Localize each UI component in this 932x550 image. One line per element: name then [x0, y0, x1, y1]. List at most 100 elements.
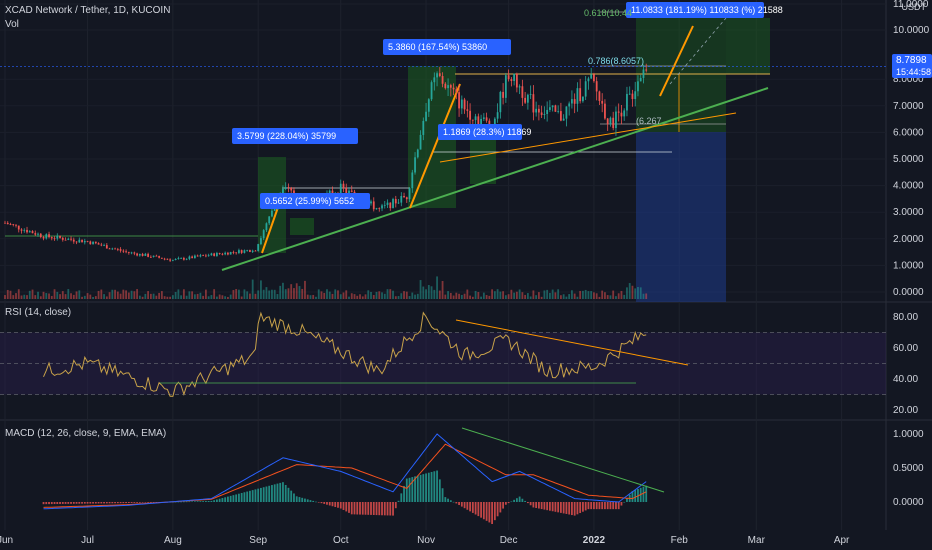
volume-bar: [75, 291, 78, 299]
candle-body: [138, 253, 141, 256]
volume-bar: [400, 293, 403, 299]
macd-histogram-bar: [301, 497, 304, 502]
macd-histogram-bar: [612, 502, 615, 510]
volume-bar: [438, 290, 441, 299]
candle-body: [612, 117, 615, 129]
candle-body: [620, 112, 623, 117]
macd-pane[interactable]: 0.0000 0.5000 1.0000: [42, 427, 924, 525]
volume-bar: [17, 289, 20, 299]
macd-histogram-bar: [216, 499, 218, 502]
candle-body: [507, 75, 510, 80]
macd-histogram-bar: [72, 502, 75, 504]
volume-bar: [485, 295, 488, 299]
macd-histogram-bar: [436, 470, 438, 502]
candle-body: [133, 252, 136, 254]
macd-histogram-bar: [334, 502, 337, 507]
candle-body: [521, 86, 524, 98]
candle-body: [268, 216, 271, 224]
volume-bar: [83, 295, 86, 299]
candle-body: [560, 111, 562, 121]
candle-body: [257, 244, 260, 252]
volume-bar: [59, 294, 61, 299]
candle-body: [130, 252, 133, 254]
candle-body: [482, 117, 485, 119]
volume-bar: [207, 296, 210, 299]
volume-bar: [617, 293, 620, 299]
candle-body: [260, 238, 262, 245]
volume-bar: [353, 294, 356, 299]
macd-histogram-bar: [386, 502, 389, 516]
candle-body: [196, 255, 199, 257]
candle-body: [249, 250, 251, 252]
volume-bar: [441, 280, 444, 299]
volume-bar: [537, 292, 540, 299]
candle-body: [64, 239, 67, 241]
candle-body: [23, 229, 26, 231]
last-price-badge: 8.7898 15:44:58: [892, 54, 932, 78]
volume-bar: [411, 292, 414, 299]
candle-body: [609, 117, 612, 125]
price-tick-label: 10.0000: [893, 25, 930, 36]
candle-body: [460, 99, 463, 109]
macd-histogram-bar: [403, 485, 405, 502]
candle-body: [282, 188, 284, 195]
volume-bar: [496, 289, 499, 299]
candle-body: [42, 237, 45, 239]
candle-body: [56, 235, 59, 239]
macd-histogram-bar: [642, 486, 645, 502]
candle-body: [339, 183, 342, 195]
price-tick-label: 2.0000: [893, 234, 924, 245]
volume-bar: [394, 296, 397, 299]
price-candles[interactable]: [4, 63, 648, 263]
volume-bar: [568, 294, 571, 299]
macd-histogram-bar: [204, 501, 207, 502]
volume-bar: [213, 289, 216, 299]
macd-histogram-bar: [593, 502, 595, 510]
volume-bar: [482, 292, 485, 299]
volume-bar: [53, 289, 56, 299]
candle-body: [171, 259, 174, 261]
candle-body: [83, 240, 86, 243]
macd-histogram-bar: [491, 502, 494, 525]
candle-body: [15, 224, 17, 226]
volume-bar: [526, 293, 529, 299]
volume-bar: [397, 296, 400, 299]
candle-body: [177, 258, 180, 260]
volume-bar: [61, 291, 64, 299]
macd-histogram-bar: [634, 490, 637, 502]
candle-body: [554, 105, 557, 112]
macd-histogram-bar: [568, 502, 571, 515]
macd-histogram-bar: [609, 502, 612, 510]
macd-histogram-bar: [455, 502, 458, 504]
volume-bar: [521, 292, 524, 299]
rsi-pane[interactable]: 20.00 40.00 60.00 80.00: [0, 311, 918, 416]
macd-histogram-bar: [271, 485, 273, 502]
volume-bar: [598, 296, 601, 299]
volume-bar: [499, 291, 502, 299]
candle-body: [48, 234, 50, 238]
volume-bar: [609, 295, 612, 299]
macd-histogram-bar: [617, 502, 620, 510]
candle-body: [224, 252, 227, 255]
candle-body: [405, 197, 408, 200]
volume-bar: [216, 296, 218, 299]
volume-bar: [342, 292, 345, 299]
macd-histogram-bar: [260, 487, 262, 502]
volume-bar: [381, 292, 383, 299]
volume-bar: [199, 292, 202, 299]
macd-histogram-bar: [645, 485, 648, 502]
macd-histogram-bar: [70, 502, 72, 504]
macd-histogram-bar: [565, 502, 568, 514]
candle-body: [221, 253, 224, 255]
candle-body: [551, 105, 554, 108]
volume-bar: [637, 286, 639, 299]
macd-histogram-bar: [130, 502, 133, 503]
candle-body: [535, 108, 538, 113]
candle-body: [504, 75, 507, 98]
macd-histogram-bar: [136, 502, 138, 503]
grid-lines: [0, 0, 932, 530]
measure-label-box: [626, 2, 764, 18]
price-tick-label: 8.0000: [893, 74, 924, 85]
